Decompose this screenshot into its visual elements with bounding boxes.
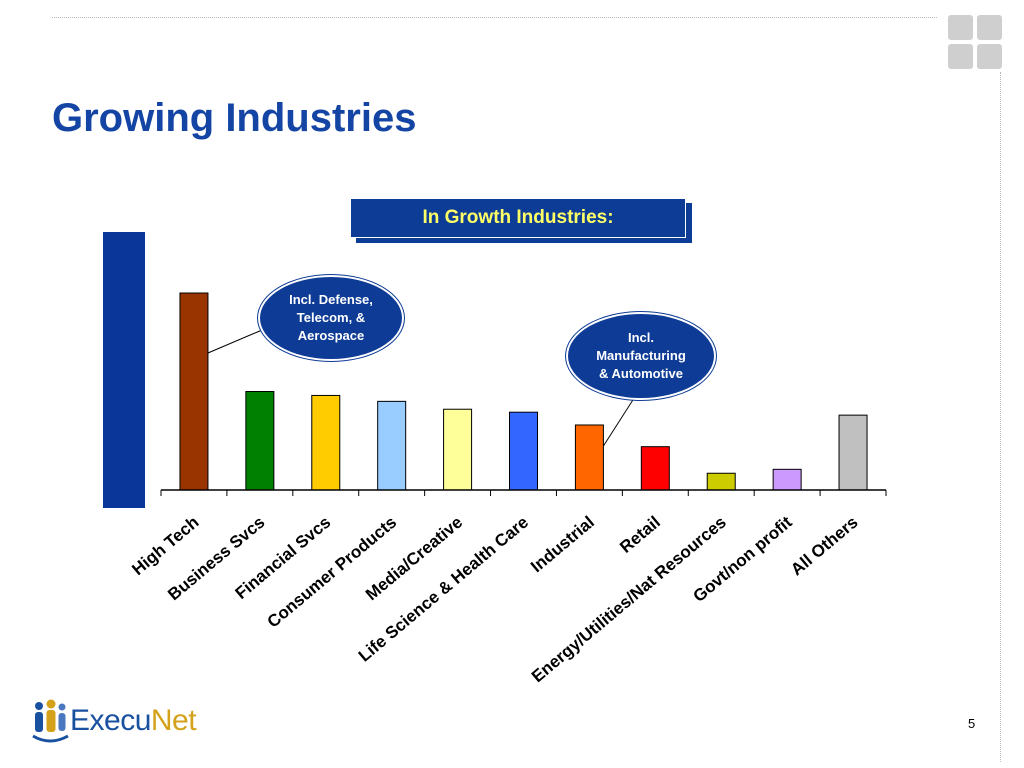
callout-industrial-text: Incl. Manufacturing & Automotive: [596, 330, 686, 381]
slide-tiles-icon: [948, 15, 1002, 69]
logo-part-net: Net: [150, 704, 197, 737]
growth-industries-text: In Growth Industries:: [422, 207, 614, 228]
bar-financial-svcs: [311, 394, 341, 491]
bar-consumer-products: [377, 400, 407, 491]
bar-media-creative: [443, 408, 473, 491]
logo-part-execu: Execu: [70, 704, 151, 737]
execunet-wordmark: ExecuNet: [70, 704, 197, 738]
growth-bracket-bar: [103, 232, 145, 508]
bar-all-others: [838, 414, 868, 491]
callout-high-tech: Incl. Defense, Telecom, & Aerospace: [258, 275, 404, 361]
execunet-logo: ExecuNet: [30, 698, 220, 748]
bar-govt-non-profit: [772, 468, 802, 491]
bar-energy-utilities-nat-resources: [706, 472, 736, 491]
callout-high-tech-text: Incl. Defense, Telecom, & Aerospace: [289, 292, 373, 343]
tick-label-consumer-products: Consumer Products: [264, 513, 401, 632]
tick-label-retail: Retail: [616, 513, 664, 557]
bar-business-svcs: [245, 391, 275, 491]
top-divider: [52, 17, 937, 18]
people-icon: [32, 699, 69, 743]
right-divider: [1000, 72, 1001, 762]
page-title: Growing Industries: [52, 96, 417, 140]
callout-industrial: Incl. Manufacturing & Automotive: [566, 312, 716, 400]
tick-label-industrial: Industrial: [527, 513, 598, 577]
leader-line-industrial: [602, 391, 639, 447]
bar-industrial: [574, 424, 604, 491]
growth-industries-label: In Growth Industries:: [350, 198, 686, 238]
bar-high-tech: [179, 292, 209, 491]
tick-label-all-others: All Others: [787, 513, 861, 580]
page-number: 5: [968, 716, 976, 731]
leader-line-high-tech: [207, 329, 263, 354]
bar-retail: [640, 446, 670, 491]
bar-life-science-health-care: [509, 411, 538, 491]
